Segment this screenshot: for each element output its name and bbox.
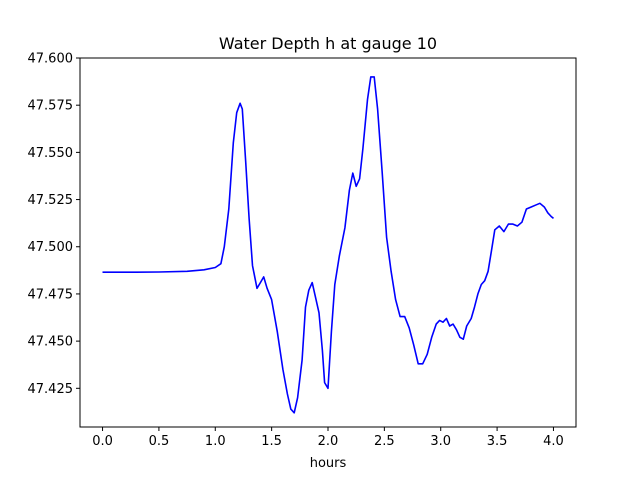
- x-tick-label: 1.0: [205, 434, 226, 449]
- x-axis-label: hours: [310, 456, 347, 471]
- y-axis-ticks: 47.425 47.450 47.475 47.500 47.525 47.550 47.5…: [28, 52, 80, 397]
- chart-title: Water Depth h at gauge 10: [219, 34, 437, 53]
- y-tick-label: 47.450: [28, 335, 74, 350]
- x-tick-label: 4.0: [543, 434, 564, 449]
- y-tick-label: 47.475: [28, 287, 74, 302]
- y-tick-label: 47.525: [28, 193, 74, 208]
- y-tick-label: 47.575: [28, 99, 74, 114]
- x-tick-label: 1.5: [261, 434, 282, 449]
- x-tick-label: 2.0: [318, 434, 339, 449]
- series-layer: [102, 76, 555, 414]
- y-tick-label: 47.500: [28, 240, 74, 255]
- y-tick-label: 47.600: [28, 52, 74, 67]
- y-tick-label: 47.550: [28, 146, 74, 161]
- y-tick-label: 47.425: [28, 382, 74, 397]
- plot-area: [80, 58, 576, 427]
- x-tick-label: 0.5: [149, 434, 170, 449]
- plot-frame: [79, 57, 577, 428]
- series-line: [102, 76, 555, 414]
- x-axis-ticks: 0.0 0.5 1.0 1.5 2.0 2.5 3.0 3.5 4.0: [92, 427, 564, 449]
- x-tick-label: 3.0: [430, 434, 451, 449]
- x-tick-label: 3.5: [487, 434, 508, 449]
- x-tick-label: 2.5: [374, 434, 395, 449]
- x-tick-label: 0.0: [92, 434, 113, 449]
